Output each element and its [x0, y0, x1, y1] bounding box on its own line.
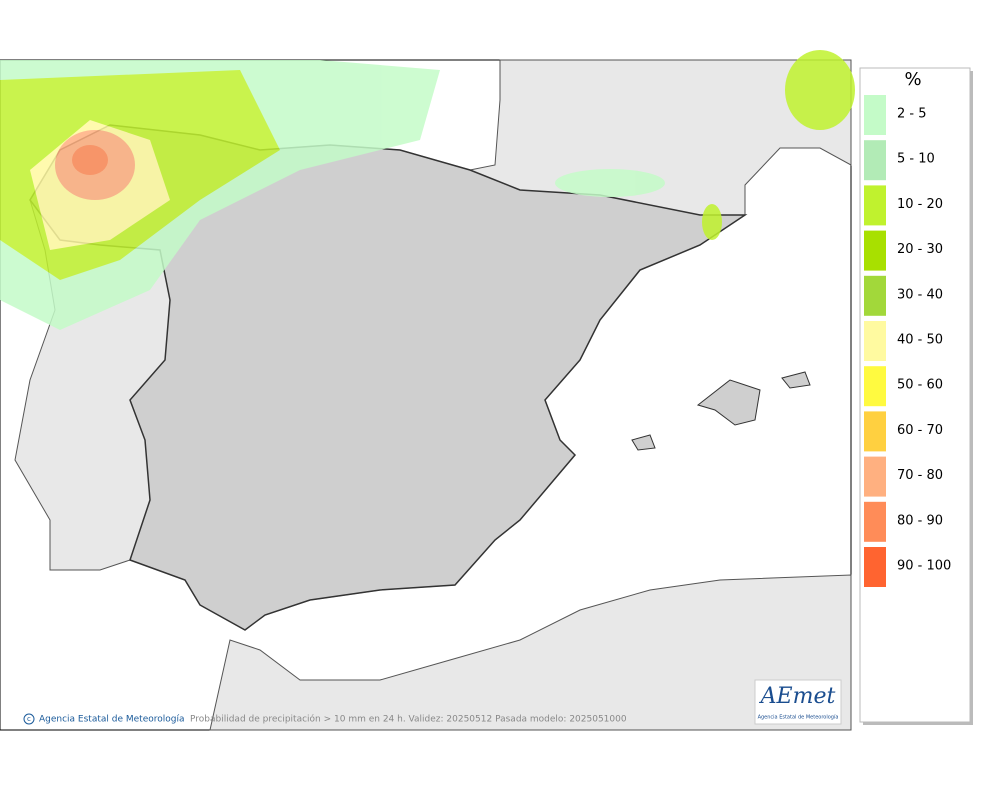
- legend-label: 2 - 5: [897, 107, 927, 122]
- legend-label: 60 - 70: [897, 423, 943, 438]
- legend-title: %: [904, 69, 921, 90]
- legend-swatch: [864, 547, 886, 587]
- precip-zone: [72, 145, 108, 175]
- legend-swatch: [864, 185, 886, 226]
- legend-swatch: [864, 321, 886, 361]
- menorca: [781, 371, 811, 389]
- credit: Agencia Estatal de Meteorología: [39, 715, 185, 725]
- spain: [29, 124, 748, 631]
- africa: [209, 574, 852, 731]
- copyright-mark: c: [27, 715, 31, 723]
- precip-zone: [702, 204, 722, 240]
- legend-label: 10 - 20: [897, 197, 943, 212]
- logo-subtitle: Agencia Estatal de Meteorología: [758, 714, 839, 721]
- logo-box: [754, 679, 842, 725]
- logo: AEmet: [759, 684, 836, 709]
- mallorca: [696, 379, 761, 426]
- precip-zone: [785, 50, 855, 130]
- caption: Probabilidad de precipitación > 10 mm en…: [190, 714, 627, 725]
- legend-label: 50 - 60: [897, 378, 943, 393]
- legend-label: 30 - 40: [897, 287, 943, 302]
- legend-swatch: [864, 95, 886, 135]
- legend-swatch: [864, 456, 886, 497]
- legend-swatch: [864, 230, 886, 271]
- legend-swatch: [864, 411, 886, 452]
- legend-swatch: [864, 140, 886, 181]
- precip-zone: [555, 169, 665, 197]
- legend-label: 5 - 10: [897, 152, 935, 167]
- ibiza: [631, 434, 656, 451]
- legend-swatch: [864, 501, 886, 542]
- legend-label: 20 - 30: [897, 242, 943, 257]
- copyright-icon: [23, 713, 35, 725]
- legend-label: 90 - 100: [897, 559, 951, 574]
- legend-swatch: [864, 366, 886, 407]
- legend-label: 80 - 90: [897, 513, 943, 528]
- precipitation: [0, 50, 855, 330]
- legend-label: 40 - 50: [897, 333, 943, 348]
- legend-swatch: [864, 275, 886, 316]
- legend-label: 70 - 80: [897, 468, 943, 483]
